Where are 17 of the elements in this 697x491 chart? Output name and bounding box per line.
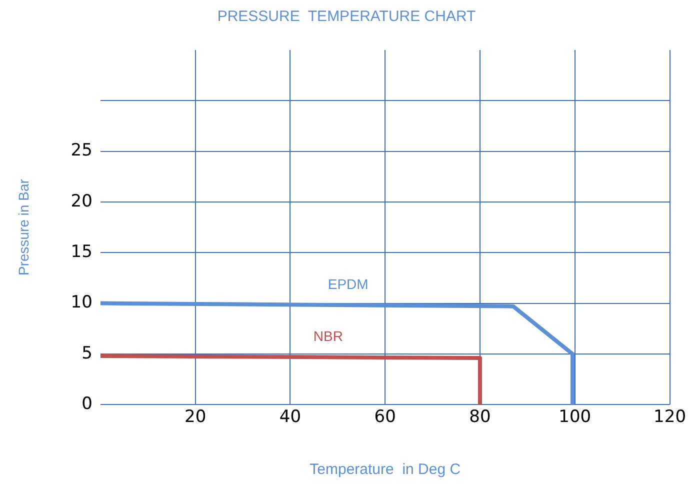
x-axis-title: Temperature in Deg C (310, 461, 461, 478)
y-tick-label: 15 (70, 242, 92, 262)
y-tick-label: 25 (70, 140, 92, 161)
y-axis-title: Pressure in Bar (15, 178, 32, 276)
x-tick-label: 60 (374, 407, 396, 428)
x-tick-label: 80 (469, 407, 491, 428)
y-tick-label: 20 (70, 191, 92, 212)
x-tick-label: 120 (654, 407, 686, 428)
y-tick-label: 5 (82, 343, 92, 364)
chart-title: PRESSURE TEMPERATURE CHART (217, 8, 476, 26)
x-tick-label: 100 (558, 407, 592, 428)
series-label: EPDM (328, 276, 368, 292)
x-tick-label: 20 (184, 407, 206, 428)
y-tick-label: 0 (82, 394, 92, 414)
x-tick-label: 40 (279, 407, 302, 428)
y-tick-label: 10 (70, 292, 92, 313)
series-label: NBR (313, 328, 343, 344)
